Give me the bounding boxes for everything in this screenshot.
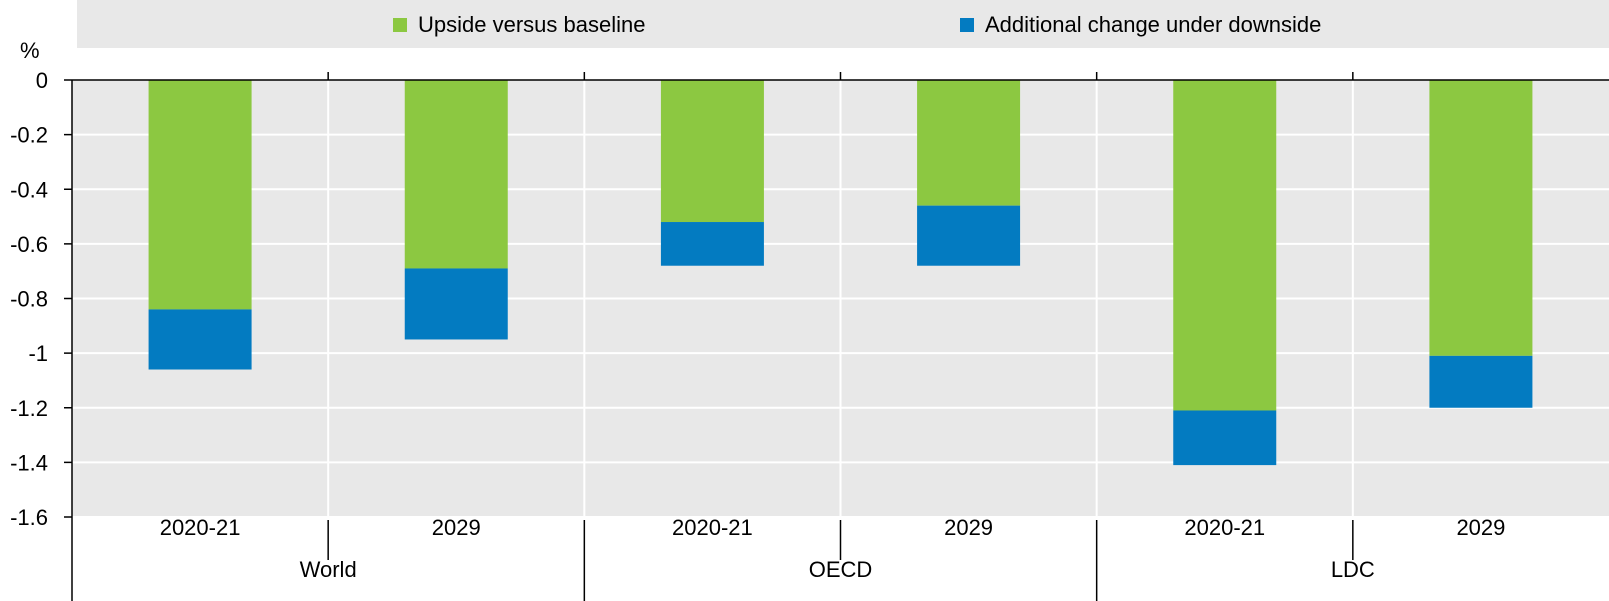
x-tick-label: 2029 — [432, 515, 481, 540]
x-axis-labels: 2020-21 2029 2020-21 2029 2020-21 2029 World OE… — [160, 515, 1506, 582]
gridlines — [72, 80, 1609, 518]
bar-segment-series-2 — [148, 309, 252, 370]
y-tick-label: -1.4 — [10, 450, 48, 475]
bar-segment-series-2 — [1173, 410, 1277, 466]
bars — [148, 80, 1533, 466]
x-tick-label: 2020-21 — [672, 515, 753, 540]
bar-segment-series-1 — [917, 80, 1021, 206]
axes — [64, 72, 1609, 601]
x-tick-label: 2020-21 — [160, 515, 241, 540]
y-tick-label: -1.6 — [10, 505, 48, 530]
y-tick-label: -0.8 — [10, 287, 48, 312]
bar-segment-series-2 — [404, 268, 508, 340]
bar-segment-series-2 — [1429, 355, 1533, 408]
legend: Upside versus baseline Additional change … — [393, 12, 1321, 37]
bar-segment-series-1 — [404, 80, 508, 269]
y-tick-label: -0.4 — [10, 177, 48, 202]
x-tick-label: 2029 — [1456, 515, 1505, 540]
bar-segment-series-1 — [1173, 80, 1277, 411]
legend-label: Upside versus baseline — [418, 12, 645, 37]
bar-segment-series-1 — [148, 80, 252, 310]
legend-item: Upside versus baseline — [393, 12, 645, 37]
legend-item: Additional change under downside — [960, 12, 1321, 37]
y-tick-label: 0 — [36, 68, 48, 93]
group-label: LDC — [1331, 557, 1375, 582]
bar-segment-series-1 — [1429, 80, 1533, 356]
y-axis-ticks: 0 -0.2 -0.4 -0.6 -0.8 -1 -1.2 -1.4 -1.6 — [10, 68, 48, 530]
legend-label: Additional change under downside — [985, 12, 1321, 37]
y-tick-label: -1.2 — [10, 396, 48, 421]
legend-swatch — [393, 18, 407, 32]
group-label: World — [300, 557, 357, 582]
y-tick-label: -0.2 — [10, 123, 48, 148]
bar-segment-series-2 — [660, 222, 764, 266]
y-tick-label: -1 — [28, 341, 48, 366]
bar-segment-series-2 — [917, 205, 1021, 266]
x-tick-label: 2029 — [944, 515, 993, 540]
y-tick-label: -0.6 — [10, 232, 48, 257]
x-tick-label: 2020-21 — [1184, 515, 1265, 540]
group-label: OECD — [809, 557, 873, 582]
legend-background — [77, 0, 1609, 48]
y-unit-label: % — [20, 38, 40, 63]
legend-swatch — [960, 18, 974, 32]
bar-segment-series-1 — [660, 80, 764, 223]
